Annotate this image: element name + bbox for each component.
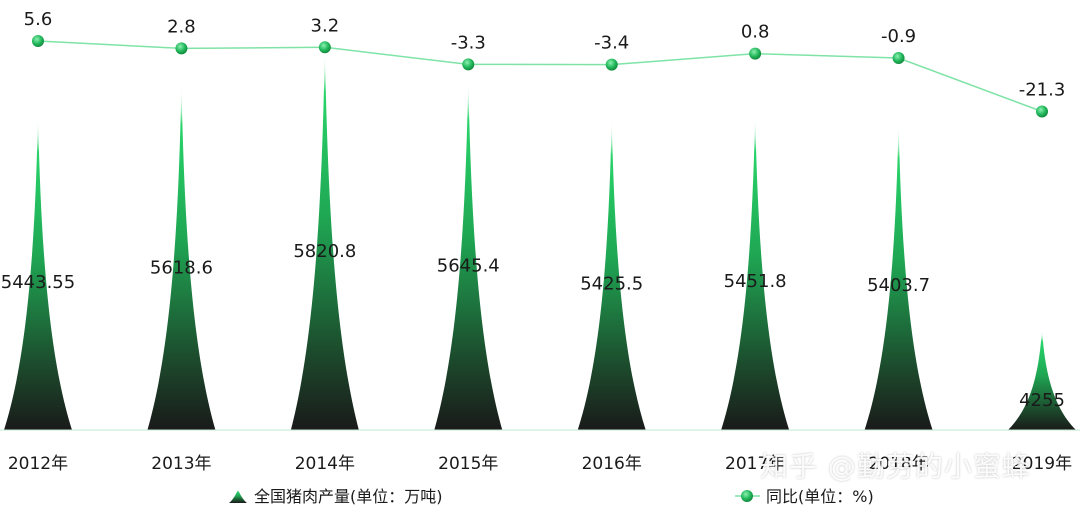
x-tick-label: 2018年 — [868, 454, 928, 474]
line-series: 5.6 2.8 3.2 -3.3 -3.4 0.8 -0.9 -21.3 — [24, 9, 1066, 118]
legend: 全国猪肉产量(单位：万吨) 同比(单位：%) — [229, 487, 874, 506]
yoy-value-label: -3.4 — [594, 33, 629, 54]
bar-2013年 — [147, 82, 216, 430]
bar-value-label: 5820.8 — [293, 241, 356, 262]
yoy-value-label: 2.8 — [167, 16, 196, 37]
bar-2015年 — [434, 77, 503, 430]
bar-2018年 — [864, 121, 933, 430]
x-tick-label: 2019年 — [1012, 454, 1072, 474]
yoy-value-label: 0.8 — [741, 22, 770, 43]
bar-value-label: 5403.7 — [867, 275, 930, 296]
bar-value-label: 5645.4 — [437, 255, 500, 276]
x-tick-label: 2013年 — [151, 454, 211, 474]
yoy-point — [1036, 105, 1048, 118]
yoy-value-label: -21.3 — [1019, 80, 1066, 101]
yoy-value-label: -0.9 — [881, 26, 916, 47]
yoy-point — [749, 47, 762, 60]
bar-2017年 — [721, 112, 790, 430]
bar-value-label: 5443.55 — [1, 272, 75, 293]
bar-value-label: 5451.8 — [724, 271, 787, 292]
bar-series: 5443.55 5618.6 5820.8 5645.4 5425.5 5451.8 540… — [1, 45, 1076, 431]
yoy-point — [605, 58, 618, 71]
yoy-line — [37, 40, 1043, 113]
x-axis: 2012年 2013年 2014年 2015年 2016年 2017年 2018年 2019年 — [0, 429, 1080, 474]
bar-value-label: 5425.5 — [580, 273, 643, 294]
yoy-point — [318, 41, 331, 54]
watermark: 知乎 @勤劳的小蜜蜂 — [760, 450, 1031, 483]
bar-2019年 — [1008, 329, 1076, 430]
legend-label-yoy: 同比(单位：%) — [766, 487, 874, 506]
bar-2016年 — [577, 117, 646, 430]
yoy-value-label: 3.2 — [311, 15, 340, 36]
x-tick-label: 2017年 — [725, 454, 785, 474]
yoy-point — [32, 35, 44, 48]
yoy-point — [175, 42, 188, 55]
bar-2014年 — [290, 45, 359, 430]
bar-value-label: 4255 — [1019, 390, 1065, 411]
x-tick-label: 2012年 — [8, 454, 68, 474]
x-tick-label: 2016年 — [582, 454, 642, 474]
bar-value-label: 5618.6 — [150, 258, 213, 279]
legend-label-production: 全国猪肉产量(单位：万吨) — [254, 487, 443, 506]
yoy-value-label: -3.3 — [451, 32, 486, 53]
legend-item-production: 全国猪肉产量(单位：万吨) — [229, 487, 443, 506]
bar-2012年 — [4, 114, 72, 431]
x-tick-label: 2015年 — [438, 454, 498, 474]
legend-marker-spike — [229, 490, 247, 503]
legend-marker-dot — [741, 490, 753, 502]
x-tick-label: 2014年 — [295, 454, 355, 474]
yoy-value-label: 5.6 — [24, 9, 53, 30]
yoy-point — [892, 52, 905, 65]
legend-item-yoy: 同比(单位：%) — [735, 487, 874, 506]
yoy-point — [462, 58, 475, 71]
